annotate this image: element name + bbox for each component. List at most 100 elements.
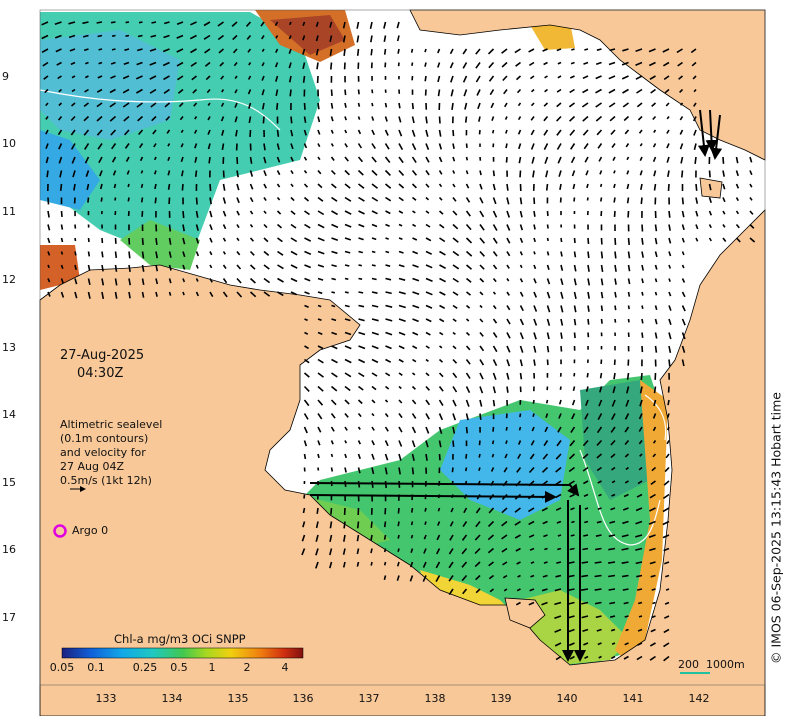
velocity-arrow	[344, 453, 348, 459]
velocity-arrow	[263, 223, 268, 229]
velocity-arrow	[357, 399, 363, 405]
velocity-arrow	[573, 197, 576, 202]
velocity-arrow	[654, 264, 658, 270]
velocity-arrow	[650, 480, 656, 486]
velocity-arrow	[234, 102, 238, 108]
velocity-arrow	[70, 115, 76, 122]
velocity-arrow	[478, 453, 481, 458]
velocity-arrow	[412, 223, 417, 227]
velocity-arrow	[554, 615, 562, 620]
velocity-arrow	[247, 75, 252, 80]
velocity-arrow	[220, 75, 225, 80]
velocity-arrow	[557, 534, 562, 537]
velocity-arrow	[58, 156, 63, 164]
velocity-arrow	[425, 318, 432, 323]
velocity-arrow	[692, 75, 697, 80]
argo-label: Argo 0	[72, 524, 109, 537]
velocity-arrow	[560, 278, 564, 286]
scale-label-km: 200	[678, 658, 699, 671]
velocity-arrow	[163, 34, 170, 39]
velocity-arrow	[385, 372, 391, 377]
velocity-arrow	[422, 575, 427, 582]
velocity-arrow	[194, 156, 198, 163]
velocity-arrow	[424, 62, 427, 67]
velocity-arrow	[384, 440, 389, 447]
velocity-arrow	[222, 224, 227, 230]
velocity-arrow	[621, 547, 629, 551]
velocity-arrow	[668, 345, 672, 353]
velocity-arrow	[668, 264, 672, 269]
velocity-arrow	[452, 426, 456, 434]
velocity-arrow	[193, 102, 198, 107]
velocity-arrow	[479, 413, 482, 420]
velocity-arrow	[666, 129, 670, 134]
velocity-arrow	[600, 305, 604, 312]
velocity-arrow	[492, 210, 498, 218]
velocity-arrow	[667, 399, 670, 406]
velocity-arrow	[425, 385, 430, 391]
velocity-arrow	[584, 48, 589, 51]
legend-line-5: 0.5m/s (1kt 12h)	[60, 474, 152, 487]
velocity-arrow	[41, 34, 49, 40]
velocity-arrow	[573, 251, 577, 258]
velocity-arrow	[412, 372, 416, 376]
velocity-arrow	[506, 251, 511, 257]
velocity-arrow	[749, 197, 753, 201]
velocity-arrow	[452, 170, 456, 174]
velocity-arrow	[261, 48, 265, 53]
velocity-arrow	[358, 291, 364, 294]
velocity-arrow	[249, 170, 254, 177]
velocity-arrow	[383, 35, 387, 42]
velocity-arrow	[385, 250, 390, 254]
velocity-arrow	[695, 224, 699, 230]
velocity-arrow	[611, 399, 616, 407]
velocity-arrow	[439, 264, 446, 270]
velocity-arrow	[529, 547, 535, 551]
velocity-arrow	[303, 116, 307, 123]
velocity-arrow	[668, 251, 672, 257]
velocity-arrow	[597, 507, 602, 510]
velocity-arrow	[371, 440, 375, 446]
map-frame	[39, 9, 766, 686]
velocity-arrow	[437, 507, 441, 512]
velocity-arrow	[556, 561, 562, 564]
velocity-arrow	[357, 129, 362, 135]
velocity-arrow	[654, 332, 658, 339]
velocity-arrow	[438, 386, 444, 392]
velocity-arrow	[438, 210, 444, 215]
velocity-arrow	[47, 237, 51, 244]
velocity-arrow	[546, 278, 551, 285]
velocity-arrow	[177, 88, 184, 94]
velocity-arrow	[331, 277, 336, 281]
velocity-arrow	[515, 601, 521, 606]
velocity-arrow	[666, 143, 670, 149]
velocity-arrow	[594, 561, 602, 564]
velocity-arrow	[452, 183, 456, 188]
velocity-arrow	[435, 548, 441, 555]
velocity-arrow	[344, 345, 352, 350]
velocity-arrow	[599, 183, 603, 188]
velocity-arrow	[533, 318, 538, 326]
velocity-arrow	[398, 250, 404, 254]
velocity-arrow	[462, 75, 468, 83]
velocity-arrow	[503, 467, 508, 473]
velocity-arrow	[439, 345, 443, 349]
velocity-arrow	[573, 278, 577, 286]
colorbar-title: Chl-a mg/m3 OCi SNPP	[114, 632, 246, 646]
velocity-arrow	[519, 318, 525, 326]
velocity-arrow	[556, 48, 562, 52]
velocity-arrow	[582, 439, 589, 447]
argo-marker[interactable]	[53, 524, 67, 538]
lat-tick: 13	[2, 341, 16, 354]
velocity-arrow	[492, 264, 498, 270]
velocity-arrow	[594, 601, 602, 605]
velocity-arrow	[505, 440, 508, 444]
velocity-arrow	[191, 75, 197, 81]
velocity-arrow	[205, 75, 211, 81]
velocity-arrow	[357, 102, 361, 107]
velocity-arrow	[492, 224, 498, 231]
velocity-arrow	[478, 440, 481, 446]
velocity-arrow	[163, 75, 170, 81]
colorbar-tick: 0.05	[49, 661, 75, 674]
